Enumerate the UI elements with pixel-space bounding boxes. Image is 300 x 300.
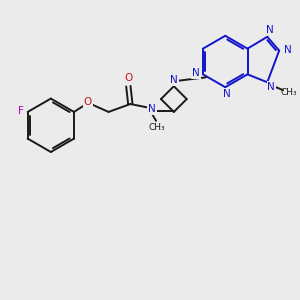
Text: N: N xyxy=(284,45,292,55)
Text: F: F xyxy=(18,106,24,116)
Text: N: N xyxy=(170,75,178,85)
Text: N: N xyxy=(148,104,156,114)
Text: CH₃: CH₃ xyxy=(281,88,297,97)
Text: N: N xyxy=(267,82,275,92)
Text: O: O xyxy=(124,73,133,83)
Text: O: O xyxy=(84,97,92,107)
Text: N: N xyxy=(266,25,274,35)
Text: N: N xyxy=(192,68,200,78)
Text: N: N xyxy=(224,89,231,99)
Text: CH₃: CH₃ xyxy=(149,123,165,132)
